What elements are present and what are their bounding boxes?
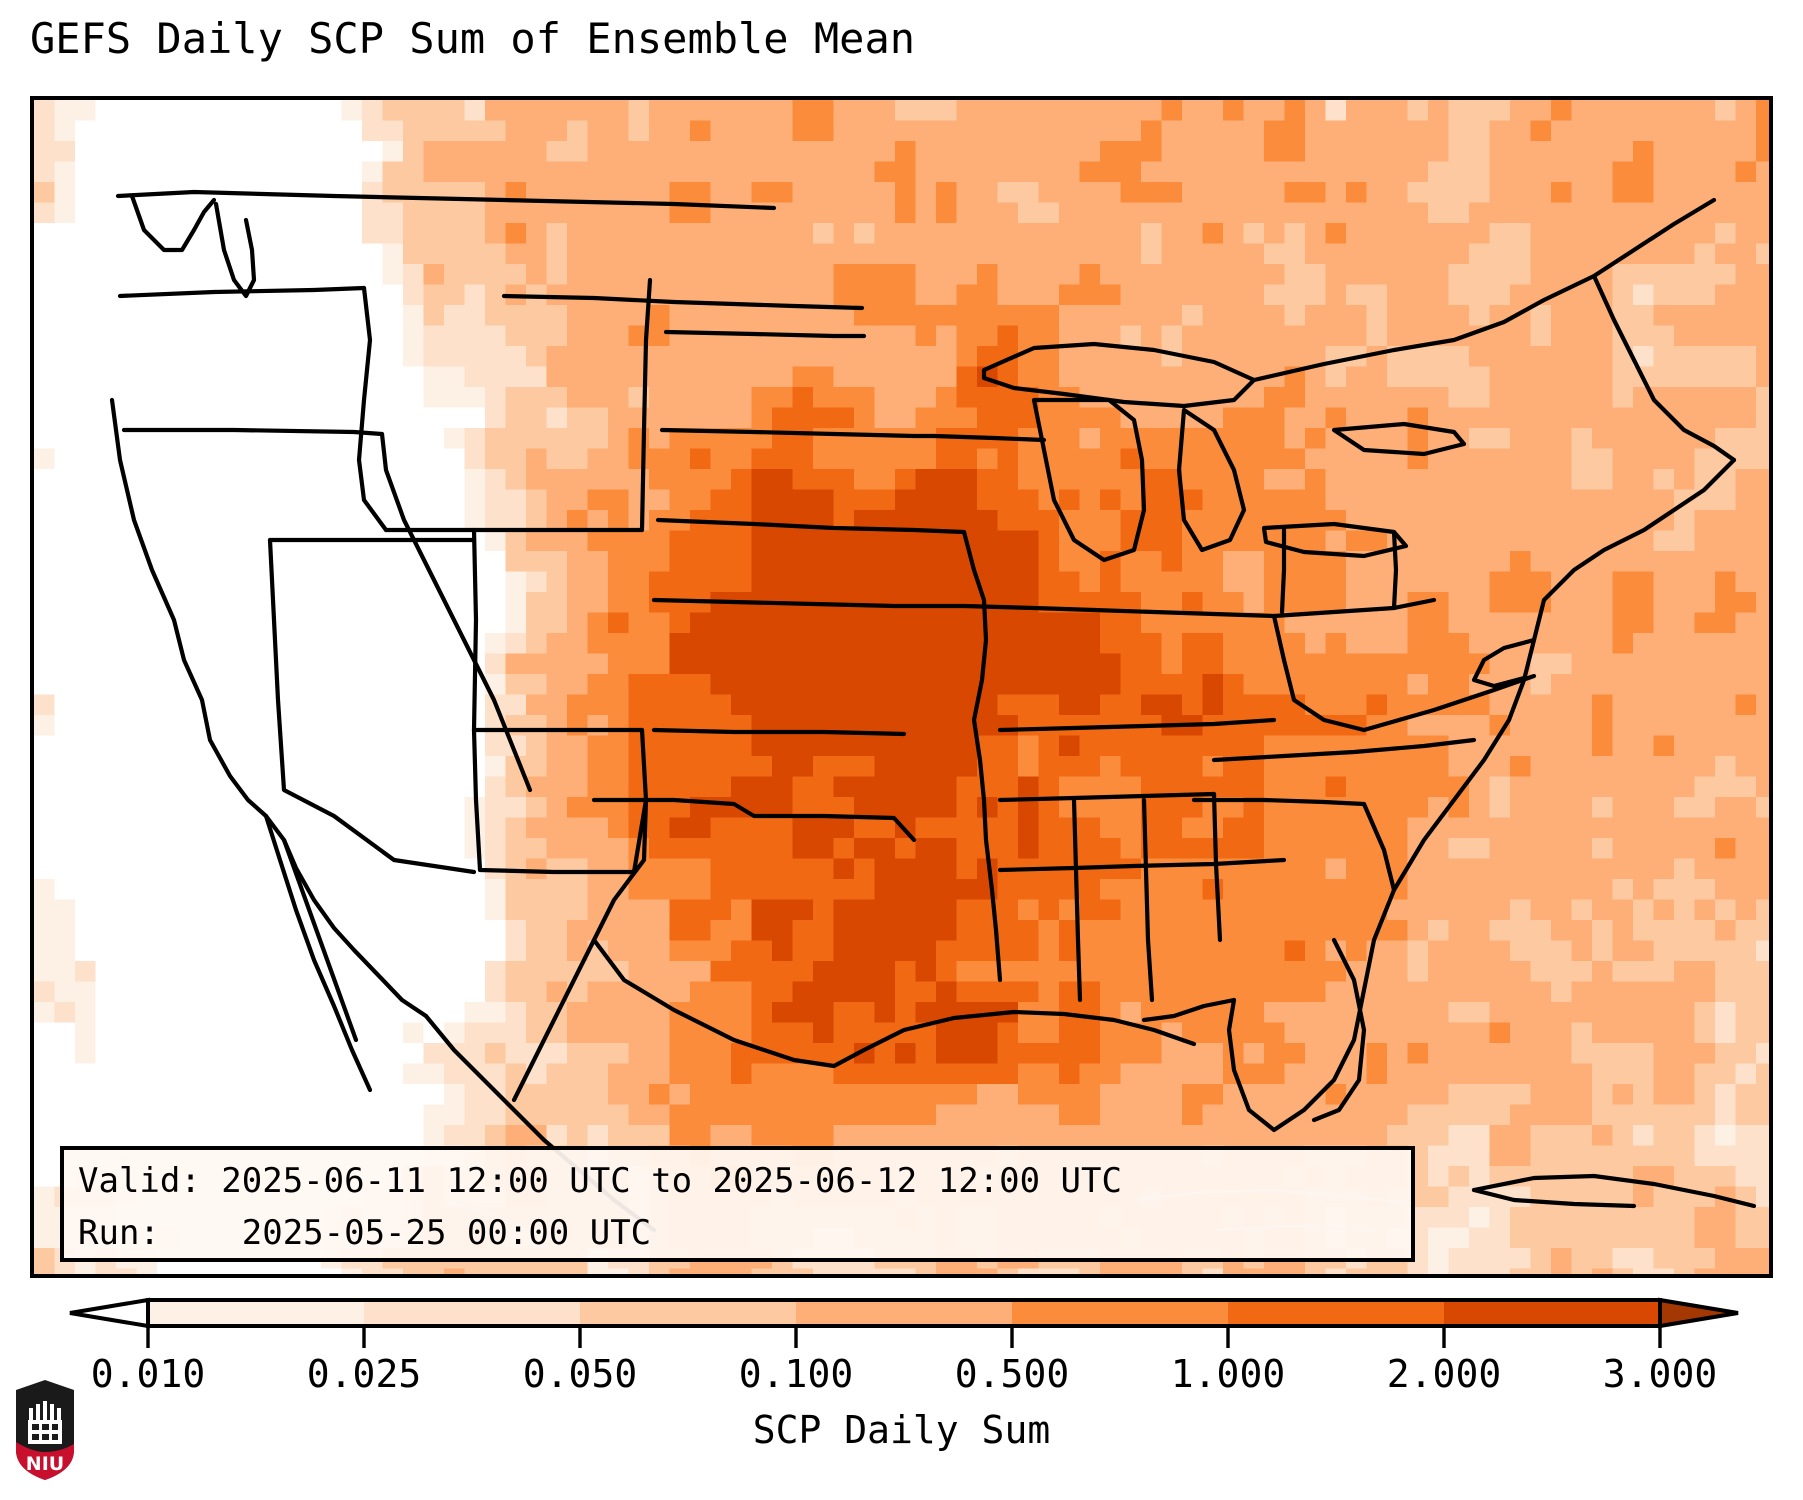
border-path [1331,421,1467,457]
heatmap-cells [34,100,1769,1274]
border-path [471,527,479,733]
border-path [1361,801,1397,893]
colorbar-tick-label: 0.010 [90,1352,206,1396]
colorbar-tick-label: 0.050 [522,1352,638,1396]
colorbar-axis-label: SCP Daily Sum [752,1408,1051,1452]
colorbar-band [1444,1300,1661,1326]
colorbar [0,1286,1803,1356]
border-path [356,285,389,533]
niu-logo-text: NIU [26,1453,64,1475]
border-path [997,791,1217,803]
border-path [1471,1187,1637,1209]
border-path [1176,407,1247,553]
colorbar-band [796,1300,1013,1326]
border-path [639,277,653,533]
border-path [1226,457,1737,1133]
colorbar-tick-label: 3.000 [1602,1352,1718,1396]
colorbar-svg [69,1297,1739,1348]
conus-heatmap [34,100,1769,1274]
colorbar-band [1228,1300,1445,1326]
border-path [115,189,777,211]
border-path [1279,527,1287,615]
colorbar-ticks [146,1326,1662,1348]
page-title: GEFS Daily SCP Sum of Ensemble Mean [30,14,916,63]
colorbar-tick-label: 0.100 [738,1352,854,1396]
heatmap-cell-group [34,100,1736,1274]
heatmap-cell-group [505,100,1769,1187]
border-path [651,597,967,609]
border-path [1311,937,1367,1123]
border-path [1141,797,1155,1003]
border-path [1361,673,1537,733]
border-path [1261,521,1409,559]
border-path [981,341,1257,409]
heatmap-cell-group [34,100,1769,1274]
border-path [117,285,367,299]
colorbar-tick-labels: 0.010 0.025 0.050 0.100 0.500 1.000 2.000 3.000 [0,1352,1803,1404]
border-path [1591,273,1737,463]
colorbar-band [148,1300,365,1326]
border-path [997,857,1287,873]
border-path [655,517,967,535]
border-path [1471,637,1537,689]
border-path [109,397,429,1019]
run-time-line: Run: 2025-05-25 00:00 UTC [78,1212,652,1253]
border-path [1191,797,1367,807]
colorbar-tick-label: 0.500 [954,1352,1070,1396]
niu-logo: NIU [16,1380,74,1480]
border-path [1091,607,1277,619]
border-path [281,837,359,1043]
border-path [1471,1173,1757,1209]
colorbar-tick-label: 1.000 [1170,1352,1286,1396]
border-path [511,937,597,1103]
colorbar-over-arrow [1658,1297,1739,1329]
colorbar-tick-label: 0.025 [306,1352,422,1396]
border-path [213,201,257,299]
border-path [1141,997,1237,1023]
colorbar-bands [69,1297,1739,1329]
border-path [591,797,917,843]
heatmap-cell-group [669,366,1223,1064]
map-borders [109,189,1757,1233]
border-path [1271,597,1437,619]
border-path [961,603,1097,613]
border-path [263,813,373,1093]
border-path [659,427,937,439]
colorbar-under-arrow [69,1297,150,1329]
border-path [1211,737,1477,763]
border-path [1271,613,1367,733]
colorbar-tick-label: 2.000 [1386,1352,1502,1396]
colorbar-band [1012,1300,1229,1326]
valid-time-line: Valid: 2025-06-11 12:00 UTC to 2025-06-1… [78,1161,1122,1201]
border-path [379,431,533,793]
border-path [1071,797,1083,1003]
border-path [931,433,1047,443]
map-panel [30,96,1773,1278]
forecast-info-box: Valid: 2025-06-11 12:00 UTC to 2025-06-1… [60,1146,1415,1262]
border-path [121,427,385,437]
border-path [1031,397,1147,563]
border-path [267,537,477,875]
border-path [591,797,1197,1069]
border-path [997,717,1277,733]
border-path [1251,197,1717,383]
border-path [961,529,1003,983]
border-path [501,293,865,311]
border-path [1211,791,1223,943]
border-path [1391,529,1399,611]
border-path [129,193,217,253]
border-path [663,329,867,339]
colorbar-band [364,1300,581,1326]
border-path [651,727,907,737]
heatmap-cell-group [423,100,1769,1274]
colorbar-band [580,1300,797,1326]
